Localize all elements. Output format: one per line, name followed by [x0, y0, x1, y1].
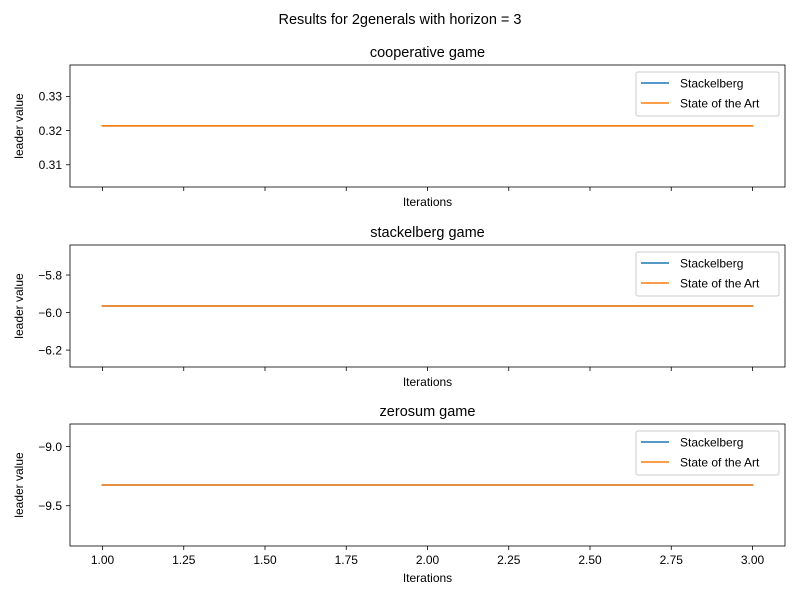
y-tick-label: 0.33 — [39, 90, 63, 104]
panel-title: zerosum game — [380, 404, 476, 420]
y-axis-label: leader value — [12, 273, 26, 339]
x-tick-label: 1.25 — [172, 553, 196, 567]
legend-box — [635, 71, 780, 117]
y-tick-label: −6.0 — [38, 306, 62, 320]
x-tick-label: 2.50 — [578, 553, 602, 567]
panel-title: stackelberg game — [370, 225, 484, 241]
legend-label: Stackelberg — [680, 435, 743, 449]
y-tick-label: 0.32 — [39, 124, 63, 138]
x-axis-label: Iterations — [403, 195, 452, 209]
legend-box — [635, 251, 780, 297]
x-tick-label: 1.50 — [253, 553, 277, 567]
panel-title: cooperative game — [370, 45, 485, 61]
legend-box — [635, 430, 780, 476]
x-axis-label: Iterations — [403, 571, 452, 585]
legend: Stackelberg State of the Art — [635, 430, 780, 476]
x-axis-label: Iterations — [403, 375, 452, 389]
x-tick-label: 2.75 — [660, 553, 684, 567]
legend-label: State of the Art — [680, 276, 760, 290]
y-tick-label: −6.2 — [38, 343, 62, 357]
legend-label: State of the Art — [680, 96, 760, 110]
x-tick-label: 1.00 — [91, 553, 115, 567]
x-tick-label: 2.00 — [416, 553, 440, 567]
panel-1: cooperative game 0.31 0.32 0.33 Iterations le… — [12, 45, 786, 209]
legend: Stackelberg State of the Art — [635, 71, 780, 117]
legend-label: Stackelberg — [680, 76, 743, 90]
y-tick-label: −9.0 — [38, 440, 62, 454]
axes-frame — [69, 64, 786, 188]
y-tick-label: 0.31 — [39, 158, 63, 172]
axes-frame — [69, 423, 786, 547]
x-tick-label: 2.25 — [497, 553, 521, 567]
x-tick-label: 3.00 — [741, 553, 765, 567]
legend-label: State of the Art — [680, 455, 760, 469]
legend: Stackelberg State of the Art — [635, 251, 780, 297]
y-axis-label: leader value — [12, 93, 26, 159]
y-axis-label: leader value — [12, 452, 26, 518]
panel-2: stackelberg game −6.2 −6.0 −5.8 Iterations le… — [12, 225, 786, 389]
y-tick-label: −9.5 — [38, 499, 62, 513]
panel-3: zerosum game −9.5 −9.0 1.00 1.25 1.50 1.75 2.00… — [12, 404, 786, 585]
x-tick-label: 1.75 — [335, 553, 359, 567]
y-tick-label: −5.8 — [38, 268, 62, 282]
axes-frame — [69, 244, 786, 368]
figure-suptitle: Results for 2generals with horizon = 3 — [278, 12, 521, 28]
legend-label: Stackelberg — [680, 256, 743, 270]
